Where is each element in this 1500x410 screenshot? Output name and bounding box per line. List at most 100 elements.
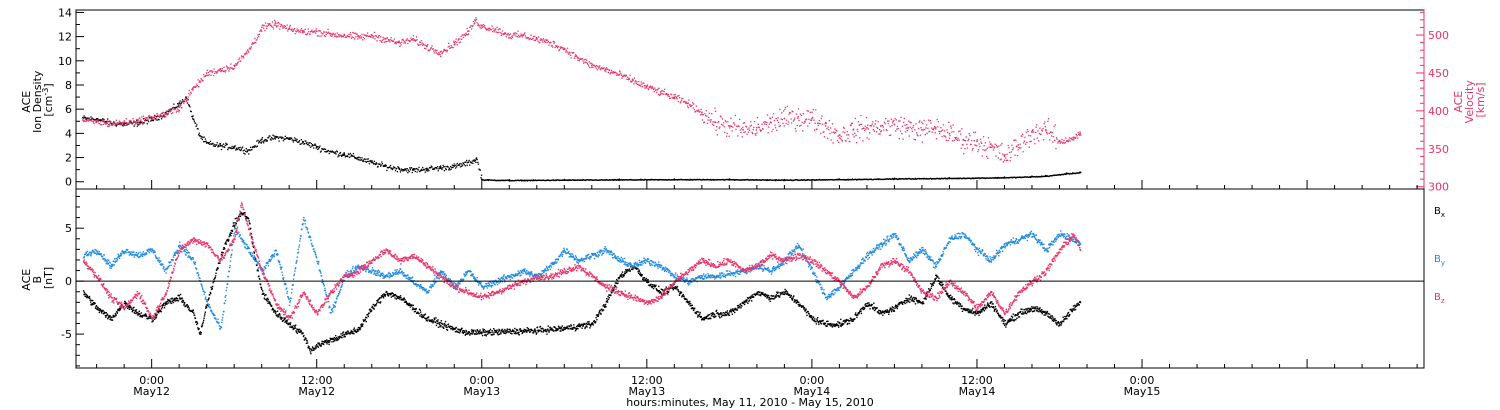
data-point	[394, 169, 397, 172]
data-point	[285, 27, 288, 29]
data-point	[559, 326, 561, 328]
data-point	[616, 72, 618, 75]
data-point	[441, 168, 443, 170]
data-point	[437, 319, 439, 321]
data-point	[452, 46, 454, 49]
data-point	[717, 122, 719, 124]
data-point	[688, 179, 690, 181]
data-point	[417, 44, 419, 46]
data-point	[221, 254, 223, 257]
data-point	[460, 328, 462, 331]
data-point	[740, 131, 742, 134]
data-point	[182, 300, 185, 302]
data-point	[588, 65, 590, 67]
data-point	[662, 179, 664, 181]
data-point	[922, 122, 924, 125]
data-point	[187, 306, 189, 308]
data-point	[164, 302, 166, 304]
data-point	[416, 39, 418, 41]
data-point	[714, 179, 716, 181]
data-point	[313, 147, 315, 149]
data-point	[310, 31, 312, 33]
data-point	[631, 267, 634, 269]
data-point	[900, 178, 902, 180]
data-point	[334, 35, 336, 38]
data-point	[120, 124, 122, 126]
data-point	[490, 29, 493, 31]
data-point	[83, 291, 86, 294]
data-point	[436, 322, 438, 325]
data-point	[338, 336, 340, 338]
data-point	[523, 33, 525, 35]
data-point	[776, 179, 778, 181]
data-point	[162, 111, 164, 114]
data-point	[929, 119, 931, 122]
data-point	[380, 36, 382, 38]
data-point	[829, 133, 831, 135]
data-point	[282, 136, 284, 139]
data-point	[678, 94, 680, 97]
data-point	[523, 328, 525, 331]
data-point	[511, 36, 513, 38]
data-point	[573, 52, 575, 54]
data-point	[906, 124, 908, 126]
data-point	[264, 139, 266, 141]
data-point	[710, 119, 712, 121]
data-point	[271, 25, 273, 28]
sample-point	[247, 149, 249, 152]
data-point	[358, 156, 360, 158]
data-point	[163, 114, 165, 116]
data-point	[373, 308, 375, 310]
data-point	[347, 156, 349, 158]
data-point	[344, 154, 346, 156]
data-point	[635, 82, 637, 85]
data-point	[223, 247, 225, 249]
data-point	[450, 168, 452, 170]
data-point	[968, 133, 970, 135]
data-point	[800, 124, 802, 126]
data-point	[908, 135, 910, 137]
data-point	[280, 136, 282, 138]
data-point	[578, 324, 581, 327]
data-point	[518, 334, 520, 336]
data-point	[628, 77, 630, 79]
data-point	[465, 329, 467, 332]
data-point	[262, 24, 264, 27]
data-point	[383, 165, 385, 168]
data-point	[486, 333, 489, 335]
data-point	[343, 152, 345, 154]
sample-point	[1031, 131, 1033, 134]
data-point	[451, 328, 453, 330]
data-point	[914, 129, 916, 131]
data-point	[406, 39, 408, 41]
data-point	[359, 327, 362, 329]
data-point	[691, 307, 693, 309]
data-point	[85, 294, 88, 296]
data-point	[986, 147, 988, 149]
data-point	[181, 299, 184, 301]
data-point	[948, 121, 950, 123]
data-point	[350, 34, 352, 36]
data-point	[247, 217, 250, 220]
data-point	[1038, 140, 1040, 142]
data-point	[847, 134, 850, 136]
data-point	[424, 317, 426, 319]
sample-point	[343, 34, 346, 36]
data-point	[305, 338, 307, 340]
sample-point	[302, 30, 304, 33]
velocity-axis-label: ACE Velocity [km/s]	[1452, 77, 1487, 124]
data-point	[580, 324, 583, 326]
data-point	[699, 315, 702, 318]
data-point	[883, 178, 886, 180]
data-point	[211, 71, 213, 74]
data-point	[668, 95, 670, 98]
data-point	[1010, 151, 1012, 153]
data-point	[420, 311, 422, 313]
data-point	[394, 297, 396, 299]
data-point	[83, 120, 85, 123]
data-point	[1006, 153, 1008, 155]
data-point	[1040, 133, 1042, 135]
data-point	[372, 162, 374, 164]
data-point	[371, 159, 373, 162]
data-point	[328, 31, 330, 33]
